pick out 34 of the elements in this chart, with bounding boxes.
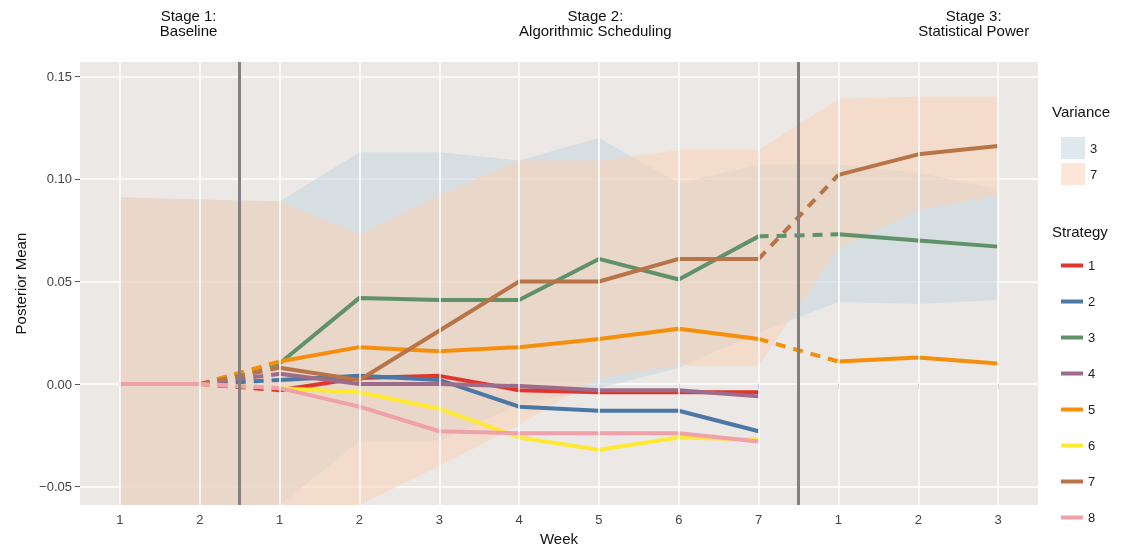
legend-label: 8 xyxy=(1088,510,1096,525)
text: Stage 2: Algorithmic Scheduling xyxy=(519,7,672,39)
legend-label: 3 xyxy=(1090,140,1098,156)
legend-label: 3 xyxy=(1088,330,1096,345)
legend-label: 7 xyxy=(1088,474,1096,489)
legend-label: 1 xyxy=(1088,258,1096,273)
y-axis-title: Posterior Mean xyxy=(12,232,30,335)
x-tick-label: 2 xyxy=(355,512,364,528)
x-tick-label: 1 xyxy=(116,512,124,528)
y-tick-label: 0.15 xyxy=(46,68,72,84)
text: Stage 1: Baseline xyxy=(159,7,218,39)
legend-label: 4 xyxy=(1088,366,1096,381)
text: Variance xyxy=(1052,103,1111,120)
legend-label: 6 xyxy=(1088,438,1096,453)
y-tick-label: −0.05 xyxy=(39,479,72,495)
legend-label: 7 xyxy=(1090,166,1098,182)
y-tick-label: 0.00 xyxy=(46,376,72,392)
x-tick-label: 6 xyxy=(675,512,683,528)
y-tick-label: 0.05 xyxy=(46,274,72,289)
x-tick-label: 3 xyxy=(994,512,1002,528)
x-tick-label: 7 xyxy=(754,512,763,528)
x-tick-label: 4 xyxy=(515,512,523,528)
x-tick-label: 2 xyxy=(914,512,922,528)
x-tick-label: 2 xyxy=(196,512,204,528)
x-tick-label: 3 xyxy=(435,512,443,528)
legend-label: 2 xyxy=(1088,294,1096,309)
text: Strategy xyxy=(1052,223,1108,240)
x-tick-label: 1 xyxy=(834,512,843,528)
x-tick-label: 5 xyxy=(595,512,603,528)
x-axis-title: Week xyxy=(539,530,579,547)
y-tick-label: 0.10 xyxy=(46,171,72,187)
x-tick-label: 1 xyxy=(275,512,284,528)
text: Stage 3: Statistical Power xyxy=(918,7,1030,39)
legend-label: 5 xyxy=(1088,402,1096,417)
